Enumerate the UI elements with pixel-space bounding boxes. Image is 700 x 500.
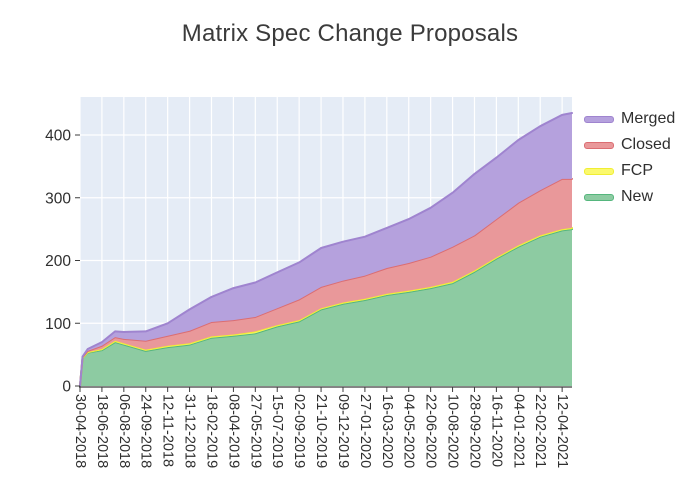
x-tick-label: 27-01-2020: [357, 394, 373, 468]
legend-swatch-new: [584, 193, 614, 201]
x-tick-label: 18-02-2019: [203, 394, 219, 468]
x-tick-label: 04-01-2021: [510, 394, 526, 468]
x-tick-label: 21-10-2019: [313, 394, 329, 468]
x-tick-label: 15-07-2019: [269, 394, 285, 468]
y-tick-label: 0: [62, 379, 71, 396]
x-tick-label: 22-02-2021: [532, 394, 548, 468]
y-tick-label: 400: [45, 128, 71, 145]
x-tick-label: 09-12-2019: [335, 394, 351, 468]
x-tick-label: 04-05-2020: [401, 394, 417, 468]
x-tick-label: 12-04-2021: [554, 394, 570, 468]
area-line-merged: [79, 112, 573, 387]
x-tick-label: 31-12-2018: [182, 394, 198, 468]
x-tick-label: 12-11-2018: [160, 394, 176, 467]
x-tick-label: 27-05-2019: [247, 394, 263, 468]
legend-label-fcp: FCP: [621, 162, 653, 179]
x-tick-label: 24-09-2018: [138, 394, 154, 468]
legend-label-merged: Merged: [621, 110, 676, 127]
legend-item-merged[interactable]: Merged: [584, 106, 700, 132]
legend-item-closed[interactable]: Closed: [584, 132, 700, 158]
x-tick-label: 16-03-2020: [379, 394, 395, 468]
x-tick-label: 06-08-2018: [116, 394, 132, 468]
x-tick-label: 18-06-2018: [94, 394, 110, 468]
legend-swatch-closed: [584, 141, 614, 149]
legend: Merged Closed FCP New: [584, 106, 700, 210]
legend-label-new: New: [621, 188, 654, 205]
legend-item-fcp[interactable]: FCP: [584, 158, 700, 184]
legend-swatch-merged: [584, 115, 614, 123]
x-tick-label: 28-09-2020: [466, 394, 482, 468]
area-merged: [80, 113, 572, 386]
x-tick-label: 08-04-2019: [225, 394, 241, 468]
y-tick-label: 300: [45, 190, 71, 207]
x-tick-label: 30-04-2018: [72, 394, 88, 468]
x-tick-label: 16-11-2020: [488, 394, 504, 467]
area-closed: [80, 178, 572, 386]
x-tick-label: 22-06-2020: [423, 394, 439, 468]
y-tick-label: 100: [45, 316, 71, 333]
y-tick-label: 200: [45, 253, 71, 270]
area-new: [80, 229, 572, 386]
x-tick-label: 10-08-2020: [445, 394, 461, 468]
chart-title: Matrix Spec Change Proposals: [181, 20, 519, 47]
x-tick-label: 02-09-2019: [291, 394, 307, 468]
legend-swatch-fcp: [584, 167, 614, 175]
legend-item-new[interactable]: New: [584, 184, 700, 210]
legend-label-closed: Closed: [621, 136, 671, 153]
